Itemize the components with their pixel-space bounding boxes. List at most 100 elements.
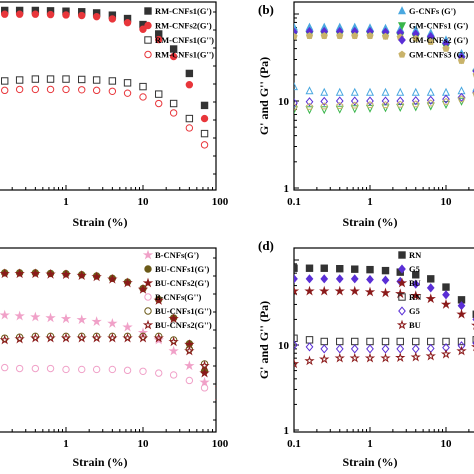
data-point [155, 35, 163, 44]
data-point [320, 96, 329, 106]
data-point [46, 10, 55, 19]
data-point [365, 87, 375, 96]
data-point [200, 114, 209, 123]
data-point [350, 344, 359, 354]
data-point [294, 103, 298, 111]
data-point [381, 101, 390, 109]
plot-frame [0, 247, 217, 433]
y-tick-label: 1 [284, 425, 290, 437]
data-point [457, 337, 466, 346]
data-point [217, 398, 223, 404]
x-axis-title: Strain (%) [73, 455, 128, 469]
data-point [92, 12, 101, 21]
data-point [366, 344, 374, 354]
data-point [425, 293, 436, 304]
data-point [185, 69, 194, 78]
legend-label: B-CNFs(G') [155, 250, 199, 260]
legend-marker [144, 293, 152, 301]
legend-marker [397, 6, 407, 15]
data-point [381, 96, 390, 106]
data-point [294, 274, 298, 284]
data-point [46, 364, 55, 373]
data-point [217, 149, 223, 155]
legend-label: BU-CNFs2(G'') [155, 320, 212, 330]
data-point [381, 87, 390, 96]
data-point [427, 99, 435, 107]
legend-label: BU [409, 278, 421, 288]
x-tick-label: 1 [367, 196, 373, 208]
legend-label: GM-CNFs3 (G') [409, 50, 468, 60]
panel-label: (d) [258, 238, 274, 253]
data-point [92, 365, 101, 374]
data-point [31, 85, 40, 94]
data-point [351, 265, 359, 273]
legend-marker [396, 277, 408, 288]
data-point [410, 290, 421, 301]
data-point [425, 350, 436, 361]
legend-label: G-CNFs (G') [409, 6, 456, 16]
data-point [320, 32, 328, 39]
data-point [168, 313, 179, 324]
x-axis-title: Strain (%) [343, 215, 398, 229]
data-point [169, 52, 178, 61]
data-point [457, 56, 466, 64]
panel-1: 1 10 100 Strain (%) RM-CNFs1(G') RM-CNFs2(G')… [0, 1, 229, 229]
data-point [335, 96, 344, 106]
data-point [305, 32, 314, 39]
data-point [410, 351, 421, 362]
data-point [15, 76, 24, 84]
data-point [200, 129, 209, 138]
data-point [185, 124, 194, 132]
data-point [14, 310, 25, 321]
data-point [91, 332, 102, 343]
legend-marker [144, 307, 152, 315]
legend-marker [144, 7, 152, 15]
data-point [426, 95, 435, 105]
legend-marker [398, 306, 406, 316]
legend: RM-CNFs1(G') RM-CNFs2(G') RM-CNFs1(G'') RM-… [144, 6, 214, 60]
data-point [305, 97, 314, 107]
data-point [351, 32, 359, 39]
x-tick-label: 1 [367, 438, 373, 450]
legend-marker [398, 293, 406, 301]
data-point [442, 94, 450, 104]
data-point [294, 32, 298, 40]
data-point [30, 311, 41, 322]
data-point [442, 337, 450, 346]
data-point [200, 101, 209, 110]
data-point [185, 376, 194, 385]
y-tick-label: 1 [284, 183, 290, 195]
data-point [217, 396, 223, 402]
data-point [200, 384, 209, 392]
data-point [92, 86, 101, 95]
data-point [305, 86, 314, 95]
data-point [294, 334, 298, 342]
data-point [31, 10, 40, 18]
data-point [472, 336, 474, 344]
legend-label: RM-CNFs1(G') [155, 6, 212, 16]
data-point [60, 332, 72, 343]
data-point [15, 364, 24, 373]
x-tick-label: 1 [63, 196, 69, 208]
data-point [214, 386, 216, 388]
data-point [336, 102, 344, 109]
plot-frame [293, 1, 474, 191]
data-point [294, 98, 298, 108]
data-point [380, 287, 391, 298]
data-point [1, 77, 9, 85]
legend-marker [144, 50, 152, 59]
x-tick-label: 10 [138, 438, 150, 450]
legend-label: RM-CNFs1(G'') [155, 35, 214, 45]
legend-label: BU-CNFs2(G') [155, 278, 209, 288]
data-point [456, 345, 467, 356]
data-point [30, 332, 41, 343]
data-point [366, 265, 374, 274]
x-tick-label: 100 [212, 438, 229, 450]
legend-marker [396, 319, 408, 330]
data-point [364, 286, 376, 297]
data-point [457, 95, 466, 103]
plot-frame [0, 1, 217, 191]
x-axis-title: Strain (%) [343, 455, 398, 469]
data-point [381, 32, 390, 40]
data-point [396, 96, 405, 106]
